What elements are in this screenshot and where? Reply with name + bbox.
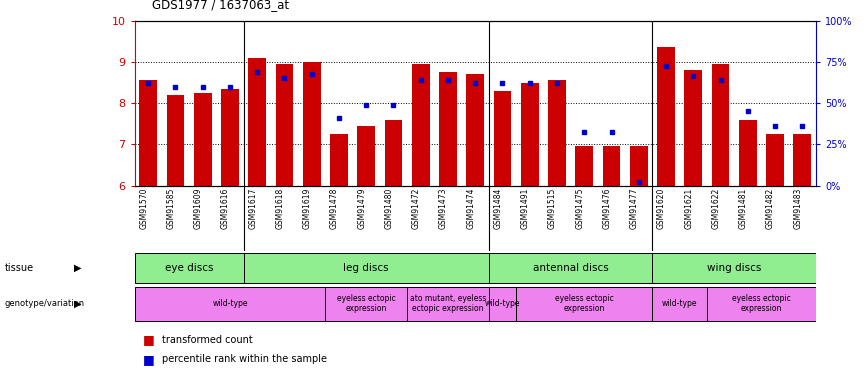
Text: GSM91617: GSM91617 [248, 188, 257, 229]
Bar [793, 134, 812, 186]
Bar [657, 48, 675, 186]
Text: GSM91480: GSM91480 [385, 188, 393, 229]
Text: GSM91474: GSM91474 [466, 188, 476, 229]
Text: leg discs: leg discs [344, 263, 389, 273]
Text: ▶: ▶ [74, 299, 82, 309]
Text: GSM91484: GSM91484 [494, 188, 503, 229]
Bar [303, 62, 320, 186]
Text: GSM91477: GSM91477 [630, 188, 639, 229]
Bar [602, 147, 621, 186]
Bar [707, 287, 816, 321]
Bar [466, 74, 484, 186]
Text: GSM91478: GSM91478 [330, 188, 339, 229]
Bar [739, 120, 757, 186]
Text: GSM91481: GSM91481 [739, 188, 748, 229]
Bar [653, 287, 707, 321]
Text: GSM91570: GSM91570 [139, 188, 148, 229]
Bar [766, 134, 784, 186]
Text: GSM91483: GSM91483 [793, 188, 802, 229]
Bar [521, 82, 539, 186]
Bar [330, 134, 348, 186]
Text: transformed count: transformed count [162, 334, 253, 345]
Bar [411, 64, 430, 186]
Text: wild-type: wild-type [662, 299, 697, 308]
Text: GSM91616: GSM91616 [221, 188, 230, 229]
Bar [489, 253, 653, 284]
Bar [135, 253, 244, 284]
Bar [630, 147, 648, 186]
Bar [167, 95, 184, 186]
Bar [407, 287, 489, 321]
Text: GSM91472: GSM91472 [411, 188, 421, 229]
Text: ■: ■ [143, 333, 155, 346]
Text: ▶: ▶ [74, 263, 82, 273]
Bar [684, 70, 702, 186]
Text: genotype/variation: genotype/variation [4, 299, 84, 308]
Text: ■: ■ [143, 352, 155, 366]
Bar [244, 253, 489, 284]
Text: GDS1977 / 1637063_at: GDS1977 / 1637063_at [152, 0, 289, 11]
Bar [139, 81, 157, 186]
Text: GSM91619: GSM91619 [303, 188, 312, 229]
Bar [494, 91, 511, 186]
Text: antennal discs: antennal discs [533, 263, 608, 273]
Text: eye discs: eye discs [165, 263, 214, 273]
Bar [712, 64, 729, 186]
Text: wild-type: wild-type [484, 299, 520, 308]
Bar [326, 287, 407, 321]
Bar [439, 72, 457, 186]
Text: GSM91622: GSM91622 [712, 188, 720, 229]
Bar [135, 287, 326, 321]
Text: GSM91621: GSM91621 [684, 188, 694, 229]
Text: GSM91482: GSM91482 [766, 188, 775, 229]
Bar [275, 64, 293, 186]
Text: GSM91585: GSM91585 [167, 188, 175, 229]
Text: GSM91515: GSM91515 [548, 188, 557, 229]
Text: GSM91618: GSM91618 [275, 188, 285, 229]
Text: GSM91609: GSM91609 [194, 188, 202, 229]
Bar [248, 58, 266, 186]
Text: GSM91479: GSM91479 [358, 188, 366, 229]
Bar [221, 89, 239, 186]
Bar [489, 287, 516, 321]
Text: wing discs: wing discs [707, 263, 761, 273]
Text: wild-type: wild-type [212, 299, 247, 308]
Text: GSM91475: GSM91475 [575, 188, 584, 229]
Bar [548, 81, 566, 186]
Text: GSM91620: GSM91620 [657, 188, 666, 229]
Text: eyeless ectopic
expression: eyeless ectopic expression [555, 294, 614, 314]
Bar [194, 93, 212, 186]
Text: GSM91473: GSM91473 [439, 188, 448, 229]
Text: GSM91476: GSM91476 [602, 188, 612, 229]
Text: eyeless ectopic
expression: eyeless ectopic expression [337, 294, 396, 314]
Bar [575, 147, 593, 186]
Bar [358, 126, 375, 186]
Text: tissue: tissue [4, 263, 34, 273]
Bar [653, 253, 816, 284]
Text: percentile rank within the sample: percentile rank within the sample [162, 354, 327, 364]
Text: eyeless ectopic
expression: eyeless ectopic expression [732, 294, 791, 314]
Bar [516, 287, 653, 321]
Bar [385, 120, 403, 186]
Text: GSM91491: GSM91491 [521, 188, 529, 229]
Text: ato mutant, eyeless
ectopic expression: ato mutant, eyeless ectopic expression [410, 294, 486, 314]
